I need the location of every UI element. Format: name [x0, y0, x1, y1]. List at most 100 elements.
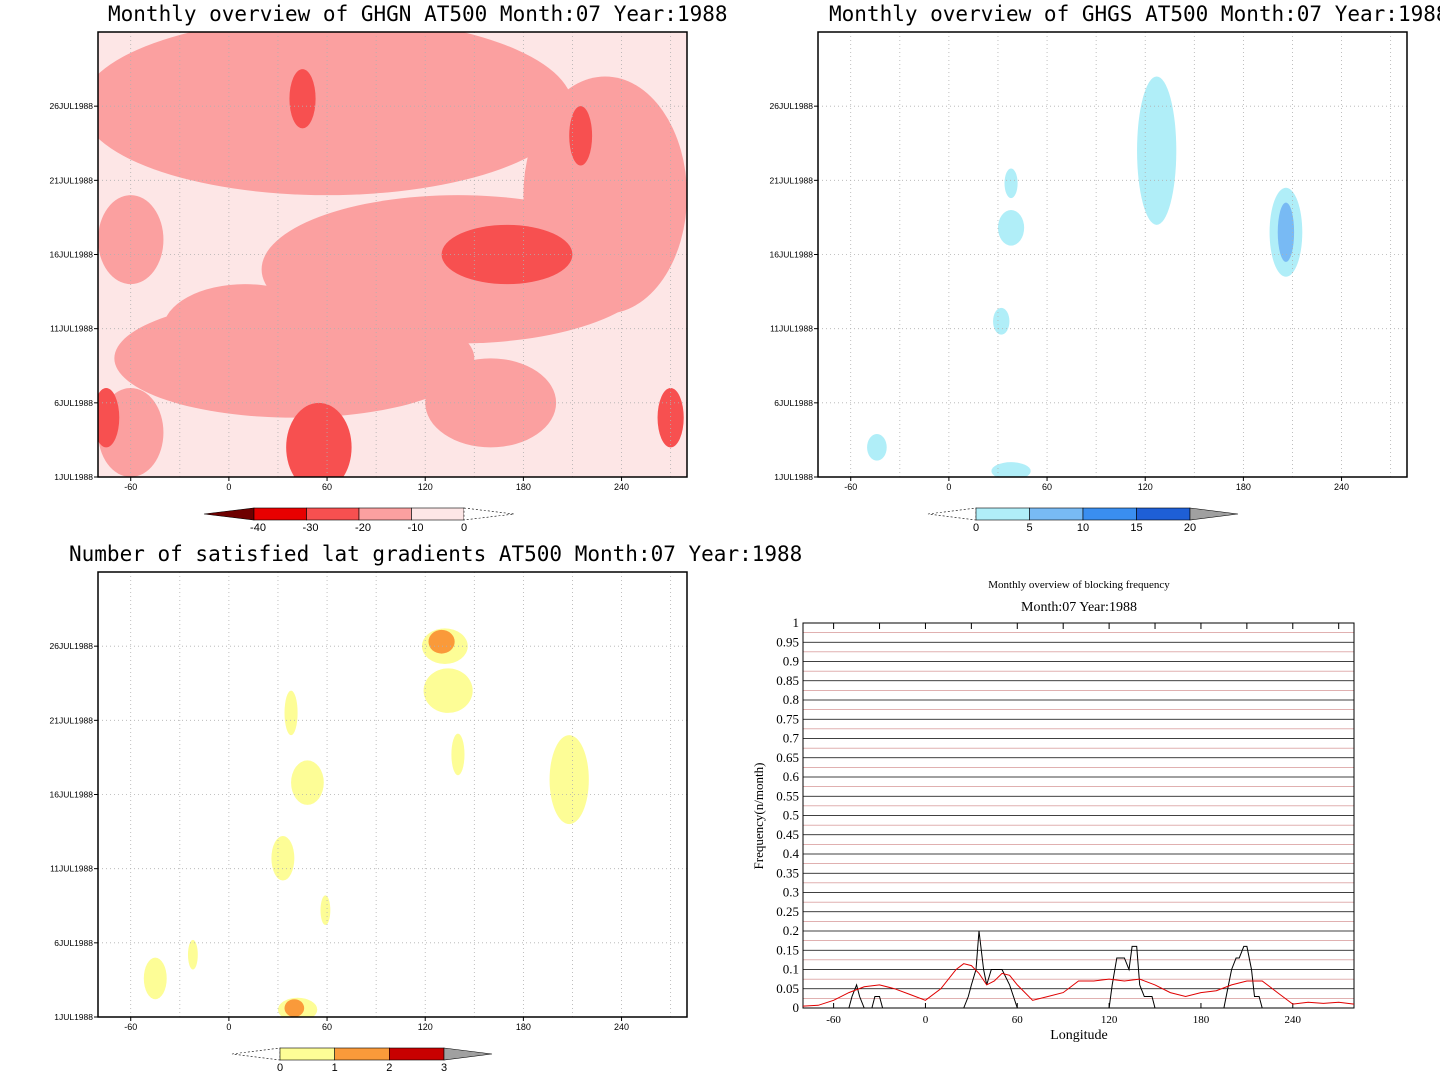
grad-contour-region — [143, 957, 167, 1000]
ghgn-ytick-label: 21JUL1988 — [50, 175, 94, 185]
freq-xtick-label: -60 — [826, 1014, 841, 1026]
freq-ytick-label: 0.5 — [783, 808, 799, 823]
ghgs-colorbar-box — [1082, 507, 1137, 521]
freq-xtick-label: 120 — [1101, 1014, 1118, 1026]
ghgn-xtick-label: 60 — [322, 482, 332, 492]
ghgn-ytick-label: 11JUL1988 — [50, 324, 93, 334]
ghgn-ytick-label: 1JUL1988 — [54, 472, 93, 482]
grad-xtick-label: 180 — [516, 1022, 531, 1032]
ghgs-xtick-label: 0 — [946, 482, 951, 492]
grad-contour-region — [284, 690, 298, 736]
ghgn-contour-region — [289, 69, 316, 129]
grad-contour-region — [423, 668, 473, 713]
ghgn-colorbar-box — [253, 507, 307, 521]
ghgn-contour-region — [569, 106, 593, 166]
freq-ytick-label: 0.9 — [783, 654, 799, 669]
freq-ytick-label: 0.25 — [776, 904, 799, 919]
freq-ytick-label: 0.7 — [783, 731, 800, 746]
ghgn-contour-mid — [523, 76, 687, 314]
grad-xtick-label: 240 — [614, 1022, 629, 1032]
ghgs-contour-region — [867, 433, 887, 461]
ghgn-contour-region — [98, 388, 120, 448]
freq-ytick-label: 0.35 — [776, 865, 799, 880]
ghgs-colorbar-label: 20 — [1184, 522, 1196, 534]
ghgs-ytick-label: 6JUL1988 — [774, 398, 813, 408]
grad-ytick-label: 6JUL1988 — [54, 938, 93, 948]
freq-ytick-label: 0.95 — [776, 634, 799, 649]
grad-colorbar-box — [389, 1047, 445, 1061]
grad-contour-region — [549, 735, 589, 825]
grad-contour-region — [187, 939, 198, 970]
grad-colorbar-box — [334, 1047, 390, 1061]
grad-ytick-label: 1JUL1988 — [54, 1012, 93, 1022]
grad-xtick-label: 60 — [322, 1022, 332, 1032]
freq-ytick-label: 0.55 — [776, 788, 799, 803]
ghgn-contour-region — [441, 224, 573, 285]
grad-xtick-label: 0 — [226, 1022, 231, 1032]
ghgs-field — [867, 76, 1303, 477]
ghgs-ytick-label: 1JUL1988 — [774, 472, 813, 482]
ghgn-colorbar-right-arrow — [463, 507, 515, 521]
ghgs-contour-region — [1137, 76, 1177, 225]
panel-title-grad: Number of satisfied lat gradients AT500 … — [69, 542, 803, 566]
freq-xlabel: Longitude — [1050, 1028, 1108, 1043]
ghgn-colorbar-label: 0 — [461, 522, 467, 534]
grad-contour-region — [428, 629, 455, 654]
ghgn-colorbar-label: -10 — [408, 522, 424, 534]
freq-ytick-label: 1 — [793, 615, 800, 630]
ghgn-ytick-label: 16JUL1988 — [50, 250, 94, 260]
ghgs-ytick-label: 26JUL1988 — [770, 101, 814, 111]
ghgn-colorbar-box — [306, 507, 360, 521]
ghgn-xtick-label: 240 — [614, 482, 629, 492]
grad-contour-region — [284, 999, 305, 1017]
grad-colorbar-label: 0 — [277, 1062, 283, 1074]
freq-xtick-label: 60 — [1012, 1014, 1024, 1026]
ghgs-ytick-label: 11JUL1988 — [770, 324, 813, 334]
grad-contour-region — [451, 733, 465, 776]
grad-colorbar-box — [279, 1047, 335, 1061]
ghgn-xtick-label: -60 — [124, 482, 137, 492]
ghgs-colorbar-left-arrow — [927, 507, 977, 521]
ghgs-colorbar-label: 0 — [973, 522, 979, 534]
grad-colorbar-right-arrow — [443, 1047, 493, 1061]
ghgn-contour-region — [286, 402, 352, 477]
ghgs-contour-region — [993, 307, 1010, 335]
ghgn-colorbar-label: -30 — [303, 522, 319, 534]
grad-ytick-label: 21JUL1988 — [50, 715, 94, 725]
ghgn-contour-mid — [98, 195, 164, 285]
grad-ytick-label: 26JUL1988 — [50, 641, 94, 651]
ghgs-xtick-label: 240 — [1334, 482, 1349, 492]
ghgs-colorbar-right-arrow — [1189, 507, 1239, 521]
freq-xtick-label: 240 — [1285, 1014, 1302, 1026]
freq-ytick-label: 0.6 — [783, 769, 800, 784]
ghgn-colorbar-left-arrow — [203, 507, 255, 521]
ghgs-xtick-label: 120 — [1138, 482, 1153, 492]
freq-ytick-label: 0.8 — [783, 692, 799, 707]
freq-xtick-label: 0 — [923, 1014, 929, 1026]
ghgn-colorbar-label: -40 — [250, 522, 266, 534]
freq-ytick-label: 0.65 — [776, 750, 799, 765]
ghgn-contour-region — [657, 388, 684, 448]
grad-contour-region — [271, 836, 295, 881]
freq-ytick-label: 0.15 — [776, 942, 799, 957]
freq-series-red-line — [802, 963, 1355, 1007]
freq-ytick-label: 0.05 — [776, 981, 799, 996]
ghgs-contour-region — [1277, 202, 1295, 262]
panel-title-ghgs: Monthly overview of GHGS AT500 Month:07 … — [829, 2, 1440, 26]
grad-ytick-label: 16JUL1988 — [50, 790, 94, 800]
grad-xtick-label: 120 — [418, 1022, 433, 1032]
ghgn-colorbar-box — [411, 507, 465, 521]
ghgn-ytick-label: 26JUL1988 — [50, 101, 94, 111]
ghgs-ytick-label: 21JUL1988 — [770, 175, 814, 185]
ghgs-xtick-label: 180 — [1236, 482, 1251, 492]
ghgs-ytick-label: 16JUL1988 — [770, 250, 814, 260]
freq-title: Monthly overview of blocking frequency — [988, 579, 1170, 591]
freq-ylabel: Frequency(n/month) — [751, 763, 766, 870]
ghgn-contour-mid — [163, 284, 328, 374]
ghgs-colorbar-label: 10 — [1077, 522, 1089, 534]
ghgs-contour-region — [1004, 168, 1018, 199]
grad-contour-region — [291, 760, 324, 805]
ghgs-colorbar-box — [975, 507, 1030, 521]
grad-colorbar-label: 2 — [386, 1062, 392, 1074]
